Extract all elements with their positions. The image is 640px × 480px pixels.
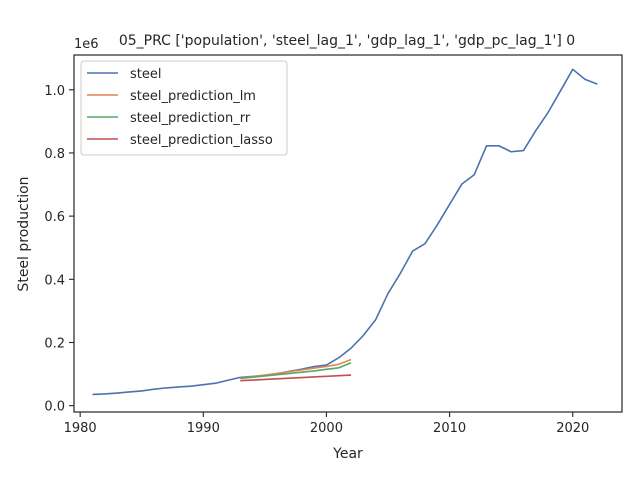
legend-entry: steel_prediction_rr — [130, 111, 251, 126]
series-layer — [92, 68, 598, 396]
series-line-steel-prediction-lasso — [240, 374, 352, 382]
x-tick-label: 1990 — [187, 421, 220, 436]
x-tick-label: 2010 — [433, 421, 466, 436]
y-tick-label: 0.6 — [44, 210, 65, 225]
y-axis-label: Steel production — [16, 176, 32, 291]
legend-entry: steel_prediction_lasso — [130, 133, 273, 148]
y-tick-label: 0.0 — [44, 400, 65, 415]
x-tick-label: 1980 — [64, 421, 97, 436]
legend-entry: steel — [130, 67, 161, 82]
legend-box — [80, 60, 288, 156]
chart-title: 05_PRC ['population', 'steel_lag_1', 'gd… — [119, 33, 575, 49]
x-tick-label: 2000 — [310, 421, 343, 436]
x-axis-label: Year — [332, 446, 363, 462]
y-offset-label: 1e6 — [74, 37, 99, 52]
legend: steel steel_prediction_lm steel_prediction… — [80, 60, 288, 156]
x-tick-label: 2020 — [556, 421, 589, 436]
series-line-steel-prediction-rr — [240, 361, 352, 380]
axes: 1980 1990 2000 2010 2020 0.0 0.2 0.4 0.6 0.8 1.0 — [44, 84, 589, 436]
y-tick-label: 0.8 — [44, 147, 65, 162]
y-tick-label: 0.2 — [44, 336, 65, 351]
series-line-steel — [92, 68, 598, 396]
y-tick-label: 1.0 — [44, 84, 65, 99]
plot-frame — [73, 54, 623, 413]
legend-entry: steel_prediction_lm — [130, 89, 256, 104]
y-tick-label: 0.4 — [44, 273, 65, 288]
